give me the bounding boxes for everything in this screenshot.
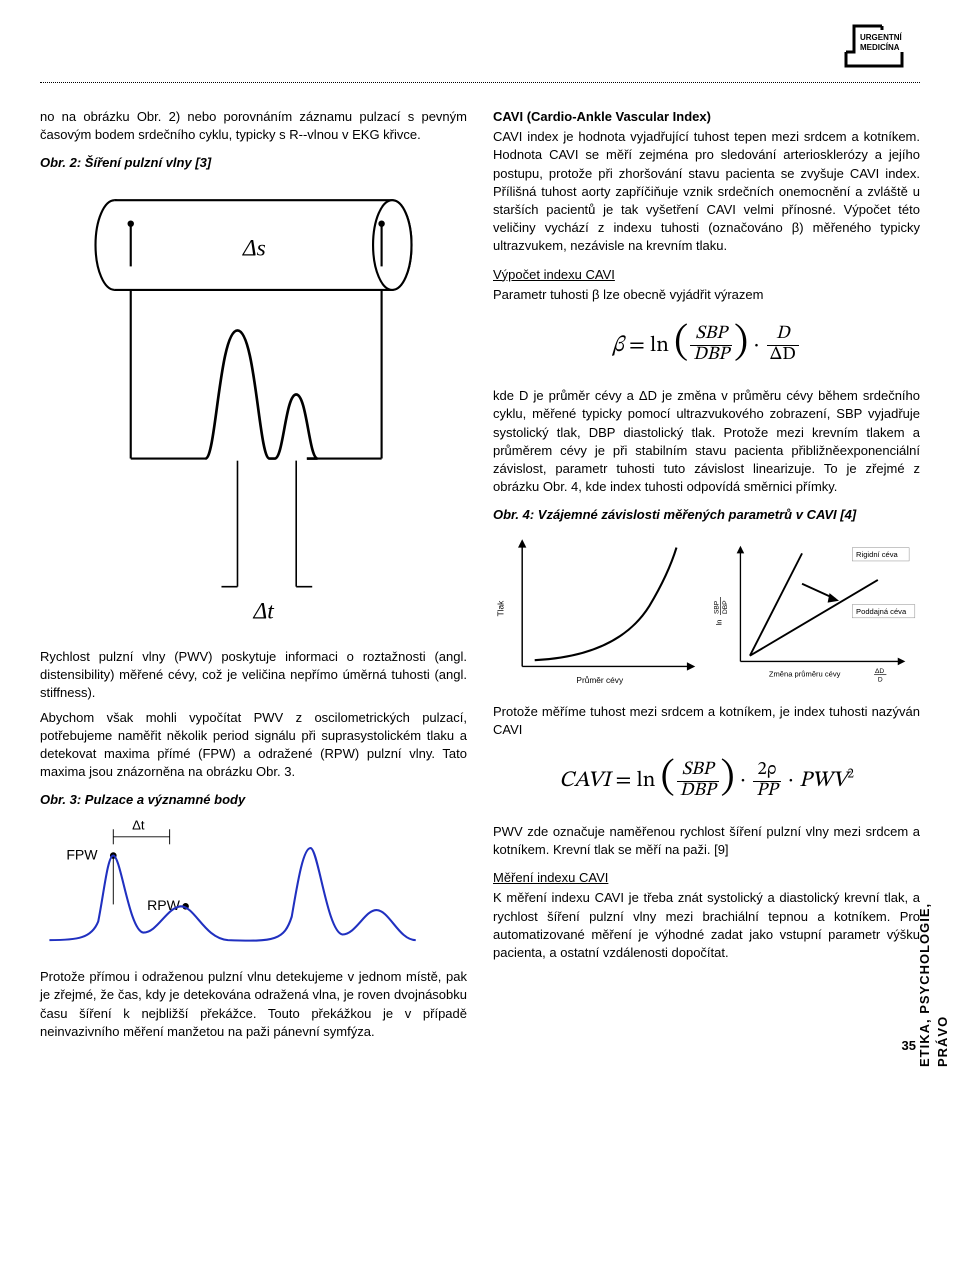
section-heading: CAVI (Cardio-Ankle Vascular Index) — [493, 108, 920, 126]
subheading: Měření indexu CAVI — [493, 869, 920, 887]
header-rule — [40, 82, 920, 83]
para: kde D je průměr cévy a ΔD je změna v prů… — [493, 387, 920, 496]
formula-beta: β = ln (SBPDBP) · DΔD — [493, 318, 920, 373]
fig3-caption: Obr. 3: Pulzace a významné body — [40, 791, 467, 809]
svg-text:Δt: Δt — [132, 818, 145, 832]
svg-text:Δs: Δs — [242, 235, 266, 261]
formula-cavi: CAVI = ln (SBPDBP) · 2ρPP · PWV2 — [493, 753, 920, 808]
svg-text:MEDICÍNA: MEDICÍNA — [860, 43, 900, 52]
para: no na obrázku Obr. 2) nebo porovnáním zá… — [40, 108, 467, 144]
para: Protože měříme tuhost mezi srdcem a kotn… — [493, 703, 920, 739]
fig2: Δs Δt — [40, 181, 467, 635]
svg-text:D: D — [877, 676, 882, 683]
journal-logo: URGENTNÍ MEDICÍNA — [842, 24, 920, 70]
fig4: Tlak Průměr cévy Rigidní céva — [493, 533, 920, 689]
svg-text:Změna průměru cévy: Změna průměru cévy — [768, 669, 840, 678]
svg-text:FPW: FPW — [66, 846, 98, 862]
svg-text:Tlak: Tlak — [495, 599, 505, 616]
svg-text:Průměr cévy: Průměr cévy — [576, 675, 624, 685]
svg-text:RPW: RPW — [147, 897, 181, 913]
fig4-caption: Obr. 4: Vzájemné závislosti měřených par… — [493, 506, 920, 524]
para: Rychlost pulzní vlny (PWV) poskytuje inf… — [40, 648, 467, 703]
para: CAVI index je hodnota vyjadřující tuhost… — [493, 128, 920, 255]
para: Abychom však mohli vypočítat PWV z oscil… — [40, 709, 467, 782]
svg-text:Rigidní céva: Rigidní céva — [856, 550, 898, 559]
page-number: 35 — [902, 1037, 916, 1055]
para: K měření indexu CAVI je třeba znát systo… — [493, 889, 920, 962]
svg-text:Poddajná céva: Poddajná céva — [856, 607, 907, 616]
svg-text:DBP: DBP — [722, 599, 729, 613]
subheading: Výpočet indexu CAVI — [493, 266, 920, 284]
svg-text:Δt: Δt — [253, 598, 275, 624]
para: PWV zde označuje naměřenou rychlost šíře… — [493, 823, 920, 859]
section-tab: ETIKA, PSYCHOLOGIE, PRÁVO — [916, 880, 952, 1067]
para: Parametr tuhosti β lze obecně vyjádřit v… — [493, 286, 920, 304]
fig2-caption: Obr. 2: Šíření pulzní vlny [3] — [40, 154, 467, 172]
svg-text:SBP: SBP — [713, 600, 720, 614]
para: Protože přímou i odraženou pulzní vlnu d… — [40, 968, 467, 1041]
svg-text:URGENTNÍ: URGENTNÍ — [860, 33, 903, 42]
fig3: Δt FPW RPW — [40, 818, 467, 955]
left-column: no na obrázku Obr. 2) nebo porovnáním zá… — [40, 108, 467, 1047]
right-column: CAVI (Cardio-Ankle Vascular Index) CAVI … — [493, 108, 920, 1047]
svg-text:ΔD: ΔD — [875, 667, 884, 674]
svg-text:ln: ln — [714, 619, 723, 625]
